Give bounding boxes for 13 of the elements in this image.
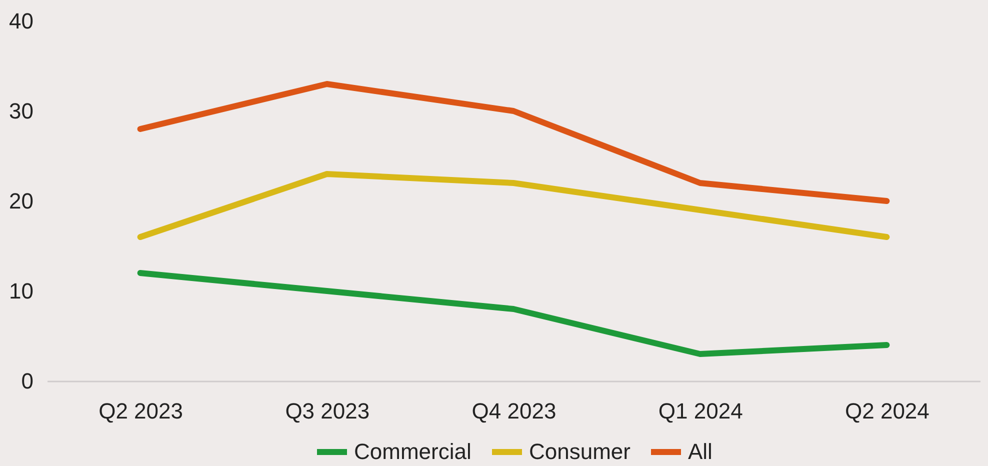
y-tick-label: 20	[9, 188, 34, 214]
y-tick-label: 40	[9, 8, 34, 34]
y-tick-label: 30	[9, 98, 34, 124]
y-tick-label: 0	[21, 368, 34, 394]
x-tick-label: Q2 2024	[844, 398, 930, 424]
legend-label: All	[688, 439, 712, 464]
legend-label: Commercial	[354, 439, 472, 464]
x-tick-label: Q4 2023	[472, 398, 556, 424]
x-tick-label: Q3 2023	[285, 398, 370, 424]
y-tick-label: 10	[9, 278, 34, 304]
x-tick-label: Q1 2024	[658, 398, 743, 424]
legend-label: Consumer	[529, 439, 630, 464]
x-tick-label: Q2 2023	[98, 398, 184, 424]
